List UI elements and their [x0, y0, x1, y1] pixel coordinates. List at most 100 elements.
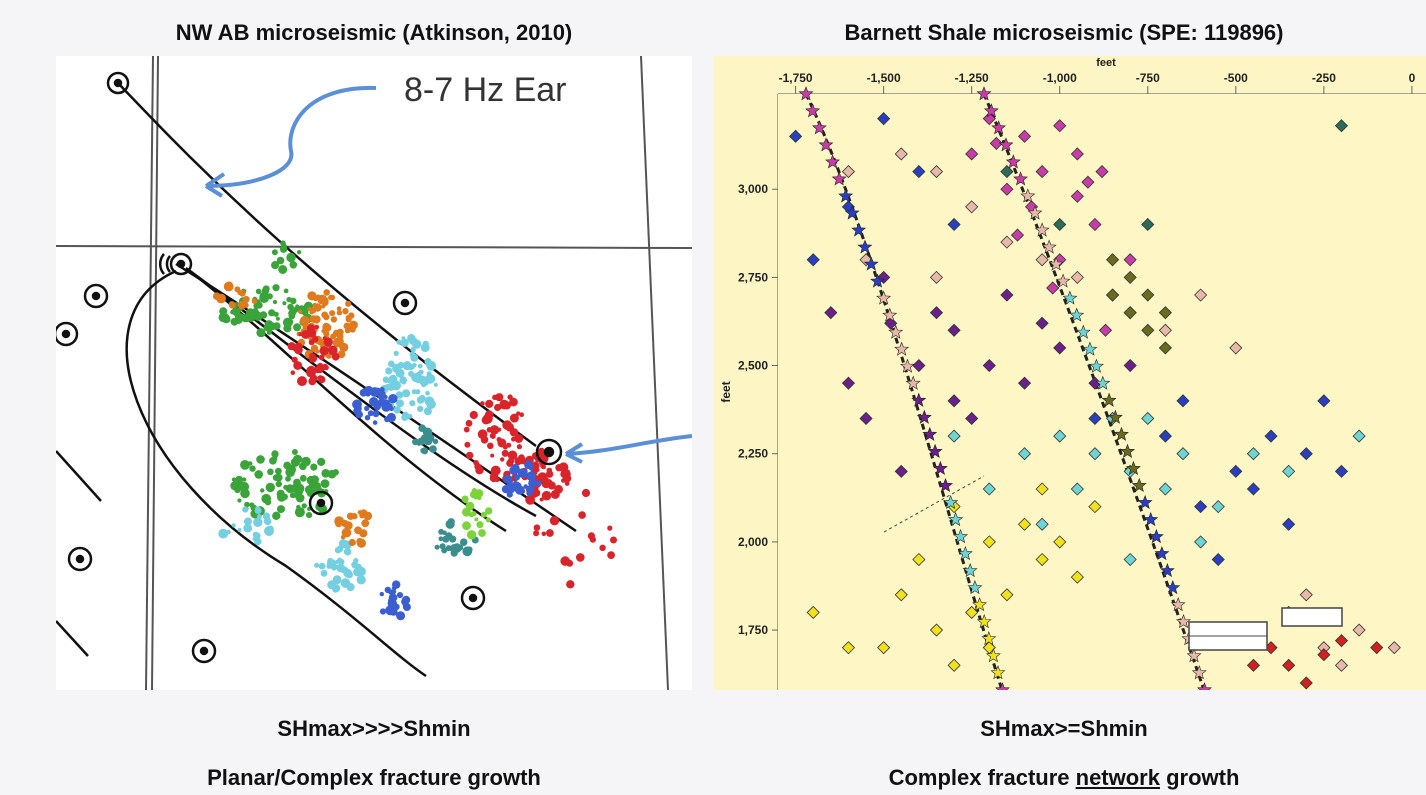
event-dot: [489, 425, 500, 435]
x-tick-label: -500: [1224, 71, 1248, 85]
y-tick-label: 2,500: [738, 359, 768, 373]
event-dot: [275, 480, 282, 488]
monitor-well-markers: [53, 71, 563, 664]
event-dot: [254, 470, 263, 479]
event-point: [1211, 500, 1225, 514]
perforation-star: [967, 579, 983, 595]
event-point: [1053, 429, 1067, 443]
event-point: [1035, 482, 1049, 496]
event-dot: [242, 295, 250, 303]
event-dot: [272, 299, 278, 305]
event-dot: [359, 529, 368, 538]
event-point: [982, 535, 996, 549]
event-dot: [578, 511, 586, 519]
event-dot: [524, 460, 533, 470]
event-point: [1070, 189, 1084, 203]
event-dot: [296, 511, 302, 517]
event-dot: [377, 390, 386, 400]
event-dot: [509, 413, 519, 423]
event-dot: [533, 530, 540, 537]
perforation-star: [1143, 511, 1159, 527]
event-dot: [485, 399, 494, 408]
perforation-star: [943, 494, 959, 509]
event-dot: [254, 537, 262, 546]
event-dot: [259, 291, 269, 302]
event-point: [947, 217, 961, 232]
event-dot: [502, 444, 508, 450]
event-dot: [328, 294, 334, 300]
event-dot: [411, 373, 421, 383]
event-dot: [359, 389, 368, 397]
event-dot: [396, 592, 404, 599]
event-dot: [489, 474, 498, 483]
event-dot: [420, 447, 426, 454]
perforation-star: [882, 307, 898, 322]
event-dot: [502, 401, 511, 410]
event-dot: [462, 507, 471, 517]
event-dot: [335, 559, 340, 564]
event-point: [1053, 217, 1067, 232]
event-dot: [409, 336, 418, 346]
perforation-star: [1119, 443, 1136, 458]
grid-lines: [55, 55, 693, 691]
left-caption-growth: Planar/Complex fracture growth: [207, 765, 541, 790]
perforation-star: [1089, 358, 1104, 373]
perforation-star: [863, 256, 879, 271]
event-point: [1088, 411, 1102, 426]
event-dot: [561, 478, 566, 483]
event-dot: [494, 403, 502, 412]
perforation-star: [1027, 205, 1043, 220]
event-dot: [353, 406, 362, 415]
annotation-arrow: [205, 85, 377, 188]
event-point: [859, 411, 873, 426]
event-dot: [379, 386, 385, 393]
event-dot: [345, 570, 354, 579]
perforation-star: [938, 477, 953, 492]
event-dot: [396, 611, 406, 621]
event-dot: [265, 482, 275, 493]
event-point: [1229, 464, 1243, 478]
event-point: [1334, 658, 1349, 672]
event-dot: [464, 441, 471, 448]
event-point: [1017, 517, 1032, 531]
event-point: [1176, 394, 1190, 408]
event-dot: [465, 419, 473, 427]
event-dot: [497, 427, 502, 432]
perforation-star: [1170, 597, 1186, 612]
event-dot: [330, 333, 337, 340]
event-dot: [487, 442, 494, 450]
event-point: [1158, 429, 1172, 443]
event-dot: [348, 538, 356, 547]
event-dot: [320, 479, 330, 488]
event-point: [929, 623, 944, 637]
event-dot: [449, 535, 457, 543]
event-point: [1246, 658, 1261, 672]
perforation-star: [876, 290, 892, 305]
event-dot: [420, 375, 426, 381]
event-dot: [309, 365, 314, 371]
event-dot: [349, 326, 356, 333]
event-point: [1158, 306, 1172, 320]
event-dot: [433, 382, 438, 387]
event-dot: [375, 387, 381, 393]
perforation-stars: [798, 86, 1213, 697]
event-dot: [439, 543, 446, 550]
event-dot: [507, 394, 513, 400]
event-dot: [340, 578, 351, 588]
left-map-background: [56, 56, 692, 690]
event-dot: [485, 507, 493, 515]
event-point: [1158, 341, 1172, 355]
event-dot: [507, 450, 518, 460]
perforation-star: [1126, 460, 1141, 475]
event-point: [929, 165, 944, 179]
event-dot: [298, 309, 303, 314]
annotation-label: 8-7 Hz Ear: [404, 71, 567, 109]
event-dot: [506, 491, 513, 498]
event-dot: [355, 566, 366, 577]
event-dot: [409, 351, 416, 358]
y-tick-label: 2,750: [738, 270, 768, 284]
event-dot: [301, 332, 306, 337]
event-dot: [321, 469, 331, 478]
perforation-star: [805, 103, 821, 118]
event-dot: [267, 468, 274, 476]
